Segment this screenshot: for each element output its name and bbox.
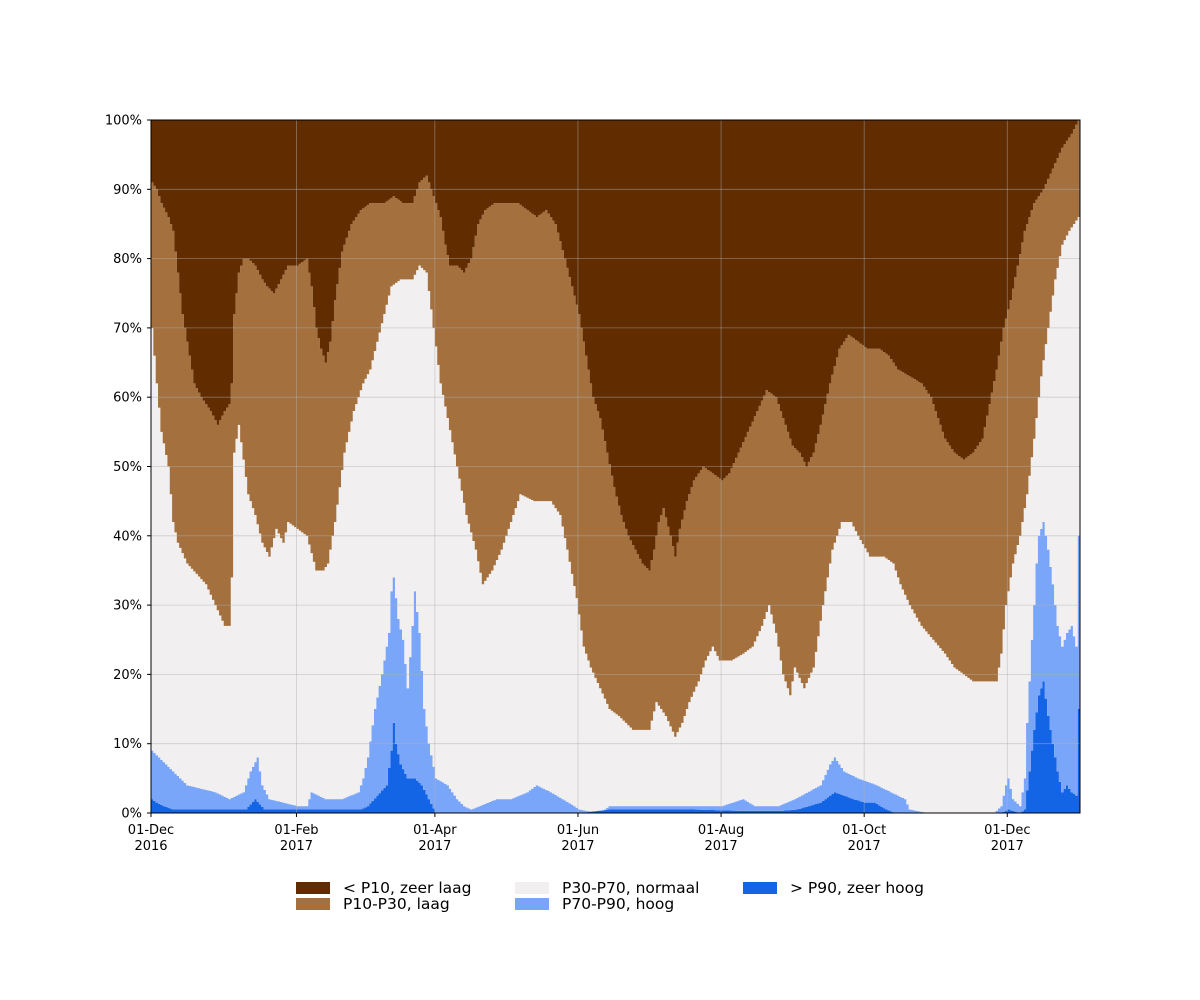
- x-tick-label-3: 01-Jun: [557, 823, 599, 838]
- legend: < P10, zeer laag P10-P30, laag P30-P70, …: [296, 879, 976, 919]
- x-tick-year-6: 2017: [991, 839, 1024, 854]
- y-tick-label-8: 80%: [113, 252, 142, 267]
- x-tick-label-4: 01-Aug: [698, 823, 744, 838]
- x-tick-label-1: 01-Feb: [274, 823, 318, 838]
- legend-swatch-zeer-hoog: [743, 882, 777, 894]
- y-tick-label-10: 100%: [105, 114, 142, 129]
- legend-swatch-normaal: [515, 882, 549, 894]
- y-tick-label-2: 20%: [113, 668, 142, 683]
- x-tick-year-0: 2016: [134, 839, 167, 854]
- x-tick-label-2: 01-Apr: [413, 823, 457, 838]
- x-tick-year-2: 2017: [418, 839, 451, 854]
- band-p30-p70-normaal: [151, 217, 1080, 813]
- legend-swatch-laag: [296, 898, 330, 910]
- band-p10-zeer-laag: [151, 120, 1080, 571]
- band-p70-p90-hoog: [151, 521, 1080, 813]
- x-tick-year-5: 2017: [848, 839, 881, 854]
- legend-label-laag: P10-P30, laag: [343, 895, 450, 913]
- y-axis: 0% 10% 20% 30% 40% 50% 60% 70% 80% 90% 100%: [105, 114, 151, 822]
- legend-swatch-zeer-laag: [296, 882, 330, 894]
- x-tick-year-1: 2017: [280, 839, 313, 854]
- x-tick-label-5: 01-Oct: [842, 823, 886, 838]
- y-tick-label-4: 40%: [113, 529, 142, 544]
- x-tick-label-0: 01-Dec: [128, 823, 174, 838]
- y-tick-label-9: 90%: [113, 183, 142, 198]
- legend-label-zeer-laag: < P10, zeer laag: [343, 879, 472, 897]
- y-tick-label-0: 0%: [121, 807, 142, 822]
- stacked-bands: [151, 120, 1080, 813]
- y-tick-label-1: 10%: [113, 737, 142, 752]
- legend-swatch-hoog: [515, 898, 549, 910]
- y-tick-label-5: 50%: [113, 460, 142, 475]
- y-tick-label-3: 30%: [113, 599, 142, 614]
- x-tick-label-6: 01-Dec: [984, 823, 1030, 838]
- y-tick-label-6: 60%: [113, 391, 142, 406]
- legend-label-normaal: P30-P70, normaal: [562, 879, 700, 897]
- x-tick-year-3: 2017: [561, 839, 594, 854]
- legend-label-hoog: P70-P90, hoog: [562, 895, 675, 913]
- y-tick-label-7: 70%: [113, 321, 142, 336]
- legend-label-zeer-hoog: > P90, zeer hoog: [790, 879, 924, 897]
- band-p10-p30-laag: [151, 120, 1080, 737]
- x-tick-year-4: 2017: [705, 839, 738, 854]
- x-axis: 01-Dec201601-Feb201701-Apr201701-Jun2017…: [128, 813, 1030, 854]
